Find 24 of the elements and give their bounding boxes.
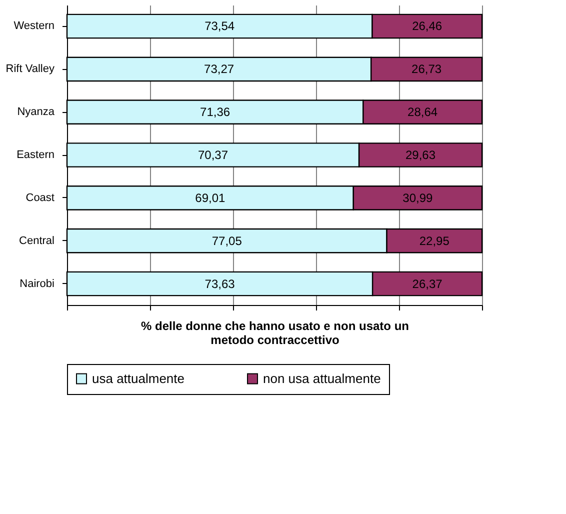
data-label: 70,37 [198, 148, 228, 162]
y-tick-label: Nairobi [20, 278, 54, 290]
y-tick-label: Nyanza [17, 106, 56, 118]
legend-label: usa attualmente [92, 370, 185, 386]
data-label: 77,05 [212, 234, 242, 248]
y-tick-label: Central [19, 234, 54, 247]
y-tick-label: Eastern [16, 149, 54, 161]
data-label: 73,63 [204, 276, 236, 291]
data-label: 69,01 [195, 190, 226, 205]
data-label: 28,64 [408, 105, 438, 120]
data-label: 30,99 [402, 190, 434, 205]
data-label: 26,37 [412, 276, 443, 291]
data-label: 22,95 [419, 234, 450, 248]
data-label: 71,36 [200, 105, 230, 120]
y-tick-label: Rift Valley [6, 63, 55, 76]
data-label: 73,27 [204, 62, 234, 76]
data-label: 26,46 [412, 19, 442, 34]
data-label: 29,63 [406, 148, 436, 162]
x-axis-title: % delle donne che hanno usato e non usato un metodo contraccettivo [140, 319, 410, 347]
data-label: 73,54 [204, 19, 235, 34]
legend-label: non usa attualmente [263, 370, 381, 386]
y-tick-label: Coast [26, 192, 54, 204]
data-label: 26,73 [412, 62, 442, 76]
y-tick-label: Western [14, 20, 54, 32]
